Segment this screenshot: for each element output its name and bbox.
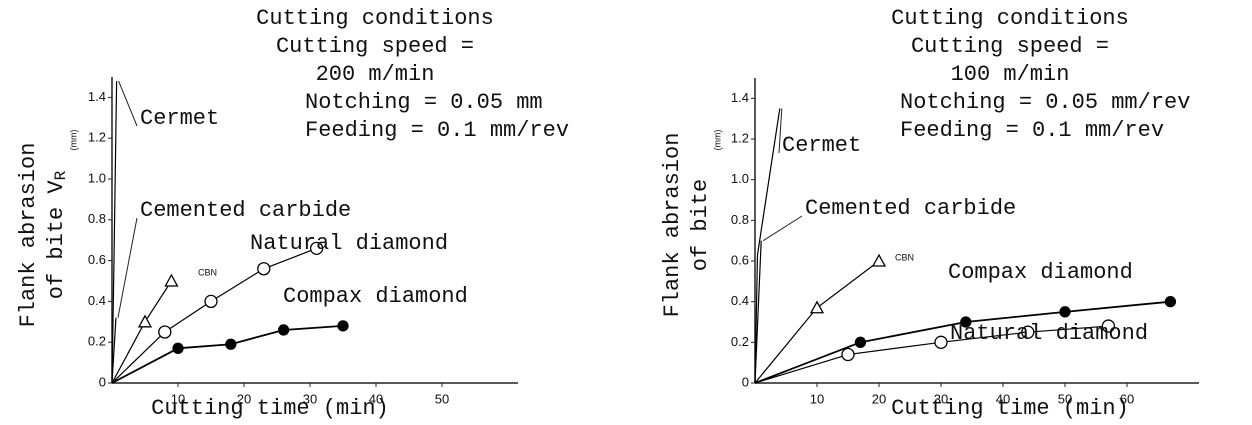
- series-line: [754, 108, 781, 384]
- marker: [204, 294, 218, 309]
- y-tick-label: 0.8: [88, 211, 106, 226]
- marker: [337, 320, 349, 332]
- label-pointer: [762, 215, 803, 242]
- marker: [257, 262, 271, 276]
- marker: [137, 314, 153, 328]
- x-tick-label: 50: [1058, 391, 1072, 406]
- series-line: [754, 240, 762, 384]
- x-tick-label: 10: [810, 391, 824, 406]
- series-line: [754, 260, 880, 384]
- chart: Cutting conditions Cutting speed = 200 m/m…: [16, 6, 569, 421]
- y-tick-label: 0.4: [731, 293, 749, 308]
- series-label: Cemented carbide: [805, 196, 1016, 221]
- x-tick-label: 60: [1120, 391, 1134, 406]
- y-tick-label: 0: [742, 374, 749, 389]
- x-axis-label: Cutting time (min): [891, 396, 1129, 421]
- marker: [1059, 306, 1071, 318]
- y-tick-label: 0.2: [731, 334, 749, 349]
- label-pointer: [117, 217, 138, 318]
- y-tick-label: 0.2: [88, 334, 106, 349]
- marker: [1101, 319, 1116, 333]
- series-label: CBN: [198, 267, 217, 277]
- y-axis-label-part: Flank abrasion: [16, 143, 41, 328]
- condition-text: Feeding = 0.1 mm/rev: [305, 118, 569, 143]
- condition-text: Cutting conditions: [891, 6, 1129, 31]
- marker: [1164, 296, 1177, 308]
- marker: [871, 253, 887, 267]
- series-label: Cemented carbide: [140, 198, 351, 223]
- marker: [225, 338, 237, 350]
- x-tick-label: 10: [171, 391, 185, 406]
- y-axis-label-part: Flank abrasion: [660, 133, 685, 318]
- condition-text: Cutting conditions: [256, 6, 494, 31]
- series-line: [111, 324, 344, 384]
- y-unit: (mm): [68, 130, 78, 151]
- y-tick-label: 1.2: [731, 130, 749, 145]
- y-tick-label: 0.8: [731, 212, 749, 227]
- x-tick-label: 30: [303, 391, 317, 406]
- series-label: Compax diamond: [948, 260, 1133, 285]
- y-axis-label: of bite: [688, 179, 713, 271]
- y-tick-label: 1.4: [731, 90, 749, 105]
- y-unit: (mm): [712, 130, 722, 151]
- marker: [309, 241, 324, 256]
- condition-text: Feeding = 0.1 mm/rev: [900, 118, 1164, 143]
- chart: Cutting conditions Cutting speed = 100 m/m…: [660, 6, 1199, 421]
- condition-text: Cutting speed =: [276, 34, 474, 59]
- y-axis-label-part: of bite: [688, 179, 713, 271]
- label-pointer: [778, 108, 783, 154]
- x-tick-label: 20: [237, 391, 251, 406]
- marker: [1021, 325, 1035, 339]
- marker: [934, 335, 948, 349]
- series-label: Cermet: [782, 133, 861, 158]
- y-tick-label: 0.6: [731, 252, 749, 267]
- marker: [960, 316, 972, 328]
- y-tick-label: 0: [99, 374, 106, 389]
- y-tick-label: 1.4: [88, 89, 106, 104]
- x-tick-label: 50: [435, 391, 449, 406]
- y-axis-label: of bite VR: [44, 170, 70, 299]
- condition-text: 100 m/min: [951, 62, 1070, 87]
- y-axis-label: Flank abrasion: [16, 143, 41, 328]
- x-tick-label: 40: [369, 391, 383, 406]
- x-tick-label: 20: [872, 391, 886, 406]
- y-tick-label: 0.6: [88, 252, 106, 267]
- y-axis-label-sub: R: [52, 170, 70, 180]
- y-tick-label: 1.0: [731, 171, 749, 186]
- y-tick-label: 0.4: [88, 293, 106, 308]
- condition-text: Cutting speed =: [911, 34, 1109, 59]
- y-axis-label-part: of bite V: [44, 180, 69, 300]
- series-label: Natural diamond: [950, 321, 1148, 346]
- marker: [809, 300, 825, 314]
- marker: [277, 324, 290, 336]
- x-axis-label: Cutting time (min): [151, 396, 389, 421]
- y-axis-label: Flank abrasion: [660, 133, 685, 318]
- marker: [841, 347, 855, 362]
- marker: [164, 273, 179, 287]
- marker: [158, 325, 172, 339]
- x-tick-label: 40: [996, 391, 1010, 406]
- series-line: [111, 317, 117, 384]
- series-label: Cermet: [140, 106, 219, 131]
- condition-text: Notching = 0.05 mm: [305, 90, 543, 115]
- condition-text: Notching = 0.05 mm/rev: [900, 90, 1190, 115]
- series-label: CBN: [895, 252, 914, 262]
- series-label: Compax diamond: [283, 284, 468, 309]
- condition-text: 200 m/min: [316, 62, 435, 87]
- series-line: [111, 81, 118, 384]
- series-label: Natural diamond: [250, 231, 448, 256]
- marker: [854, 336, 867, 348]
- x-tick-label: 30: [934, 391, 948, 406]
- label-pointer: [118, 80, 138, 127]
- y-tick-label: 1.0: [88, 170, 106, 185]
- y-tick-label: 1.2: [88, 130, 106, 145]
- marker: [172, 342, 184, 354]
